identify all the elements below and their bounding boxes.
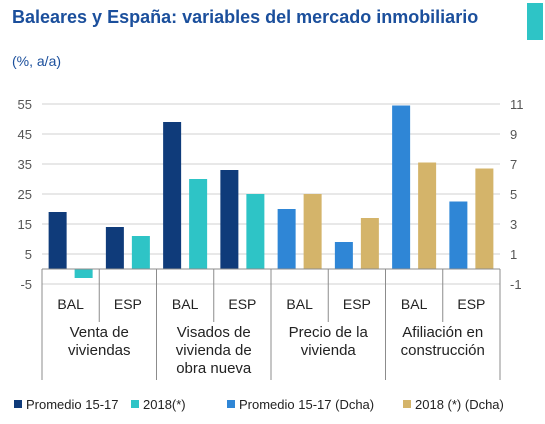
bar: [105, 227, 124, 269]
right-axis-ticks: 11 9 7 5 3 1 -1: [510, 97, 524, 292]
right-tick-label: -1: [510, 277, 522, 292]
legend-swatch: [403, 400, 411, 408]
legend: Promedio 15-17 2018(*) Promedio 15-17 (Dch…: [14, 397, 504, 412]
category-axis: [41, 268, 501, 380]
legend-label: 2018 (*) (Dcha): [415, 397, 504, 412]
chart-title: Baleares y España: variables del mercado…: [12, 7, 479, 27]
legend-label: Promedio 15-17: [26, 397, 119, 412]
group-label: ESP: [114, 296, 142, 312]
group-label: BAL: [401, 296, 428, 312]
bar: [360, 218, 379, 269]
bar: [163, 122, 182, 269]
category-label: Afiliación en: [402, 324, 483, 341]
bar: [74, 269, 93, 278]
legend-swatch: [14, 400, 22, 408]
group-label: BAL: [286, 296, 313, 312]
left-tick-label: 55: [18, 97, 32, 112]
left-tick-label: 15: [18, 217, 32, 232]
group-label: ESP: [343, 296, 371, 312]
bar: [246, 194, 265, 269]
left-axis-ticks: 55 45 35 25 15 5 -5: [18, 97, 32, 292]
category-label: Visados de: [177, 324, 251, 341]
bar: [303, 194, 322, 269]
bar: [475, 168, 494, 269]
legend-label: 2018(*): [143, 397, 186, 412]
left-tick-label: 35: [18, 157, 32, 172]
category-label: Precio de la: [289, 324, 369, 341]
left-tick-label: 45: [18, 127, 32, 142]
corner-accent-mark: [527, 3, 543, 40]
bar: [189, 179, 208, 269]
right-tick-label: 9: [510, 127, 517, 142]
category-label: vivienda: [301, 342, 357, 359]
category-label: obra nueva: [176, 360, 252, 377]
bar: [449, 201, 468, 269]
legend-swatch: [131, 400, 139, 408]
group-label: BAL: [172, 296, 199, 312]
chart-subtitle: (%, a/a): [12, 53, 62, 69]
group-label: BAL: [57, 296, 84, 312]
category-label: Venta de: [70, 324, 129, 341]
legend-swatch: [227, 400, 235, 408]
bar: [418, 162, 437, 269]
right-tick-label: 5: [510, 187, 517, 202]
bar: [131, 236, 150, 269]
category-label: construcción: [401, 342, 485, 359]
right-tick-label: 3: [510, 217, 517, 232]
group-label: ESP: [228, 296, 256, 312]
bar: [48, 212, 67, 269]
left-tick-label: 5: [25, 247, 32, 262]
category-label: viviendas: [68, 342, 131, 359]
bar: [334, 242, 353, 269]
right-tick-label: 7: [510, 157, 517, 172]
bars: [48, 105, 494, 278]
group-label: ESP: [457, 296, 485, 312]
right-tick-label: 11: [510, 97, 524, 112]
bar: [220, 170, 239, 269]
right-tick-label: 1: [510, 247, 517, 262]
left-tick-label: 25: [18, 187, 32, 202]
legend-label: Promedio 15-17 (Dcha): [239, 397, 374, 412]
left-tick-label: -5: [20, 277, 32, 292]
bar: [277, 209, 296, 269]
bar: [392, 105, 411, 269]
category-label: vivienda de: [176, 342, 252, 359]
